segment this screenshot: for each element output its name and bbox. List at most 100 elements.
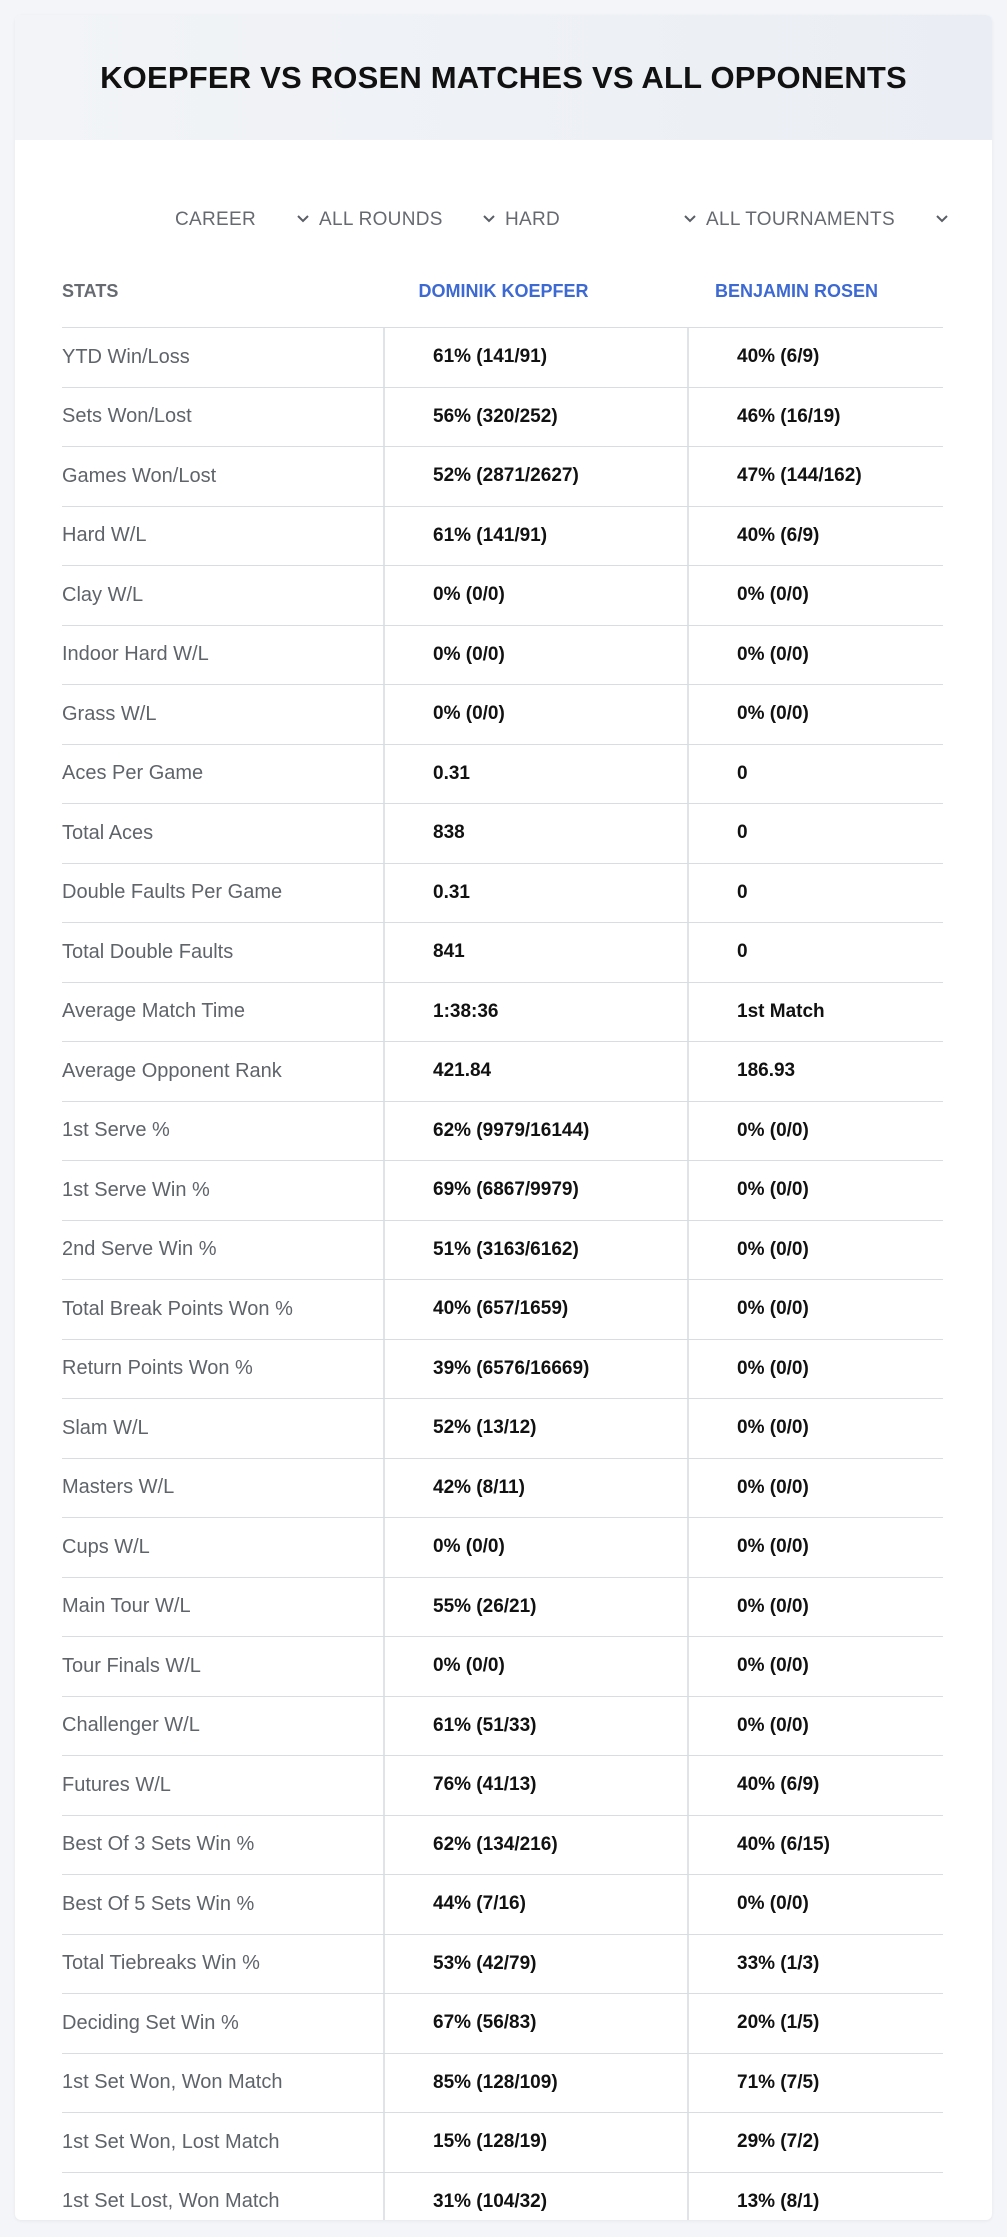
player2-stat-value: 0% (0/0) [687, 1696, 943, 1755]
card-header: KOEPFER VS ROSEN MATCHES VS ALL OPPONENT… [15, 15, 992, 140]
player2-stat-value: 40% (6/9) [687, 1756, 943, 1815]
player2-stat-value: 71% (7/5) [687, 2053, 943, 2112]
player1-stat-value: 56% (320/252) [383, 387, 687, 446]
stat-label: Masters W/L [62, 1476, 175, 1499]
player2-stat-value: 0% (0/0) [687, 1220, 943, 1279]
stat-label: 1st Set Won, Won Match [62, 2071, 283, 2094]
player2-stat-value: 0% (0/0) [687, 1101, 943, 1160]
table-row: Average Opponent Rank 421.84 186.93 [62, 1042, 943, 1102]
player2-stat-value: 0 [687, 804, 943, 863]
player1-stat-value: 85% (128/109) [383, 2053, 687, 2112]
stat-label: Futures W/L [62, 1773, 171, 1796]
stat-label: Total Aces [62, 821, 154, 844]
tournaments-filter-dropdown[interactable]: ALL TOURNAMENTS [706, 190, 956, 250]
player2-stat-value: 186.93 [687, 1042, 943, 1101]
player1-stat-value: 76% (41/13) [383, 1756, 687, 1815]
table-row: Slam W/L 52% (13/12) 0% (0/0) [62, 1399, 943, 1459]
player1-stat-value: 69% (6867/9979) [383, 1161, 687, 1220]
player2-stat-value: 0% (0/0) [687, 1339, 943, 1398]
table-row: Clay W/L 0% (0/0) 0% (0/0) [62, 566, 943, 626]
stat-label: Best Of 5 Sets Win % [62, 1892, 255, 1915]
table-row: 2nd Serve Win % 51% (3163/6162) 0% (0/0) [62, 1220, 943, 1280]
player2-stat-value: 33% (1/3) [687, 1934, 943, 1993]
player1-stat-value: 0.31 [383, 863, 687, 922]
stats-column-header: STATS [62, 280, 119, 301]
table-row: Masters W/L 42% (8/11) 0% (0/0) [62, 1458, 943, 1518]
player2-stat-value: 0% (0/0) [687, 1577, 943, 1636]
player1-stat-value: 0% (0/0) [383, 685, 687, 744]
player2-stat-value: 0% (0/0) [687, 1875, 943, 1934]
player1-stat-value: 0% (0/0) [383, 1518, 687, 1577]
player2-stat-value: 1st Match [687, 982, 943, 1041]
stat-label: Challenger W/L [62, 1714, 200, 1737]
stat-label: 1st Serve Win % [62, 1178, 210, 1201]
table-row: Total Double Faults 841 0 [62, 923, 943, 983]
player1-stat-value: 0.31 [383, 744, 687, 803]
player2-stat-value: 0% (0/0) [687, 1399, 943, 1458]
table-row: 1st Set Won, Lost Match 15% (128/19) 29% (… [62, 2113, 943, 2173]
player2-column-header[interactable]: BENJAMIN ROSEN [714, 280, 879, 301]
player1-stat-value: 62% (134/216) [383, 1815, 687, 1874]
stat-label: 2nd Serve Win % [62, 1238, 217, 1261]
table-row: Grass W/L 0% (0/0) 0% (0/0) [62, 685, 943, 745]
stat-label: Cups W/L [62, 1535, 150, 1558]
player1-stat-value: 61% (141/91) [383, 506, 687, 565]
player1-stat-value: 0% (0/0) [383, 1637, 687, 1696]
player2-stat-value: 0 [687, 923, 943, 982]
player1-stat-value: 42% (8/11) [383, 1458, 687, 1517]
chevron-down-icon [684, 215, 696, 223]
rounds-filter-dropdown[interactable]: ALL ROUNDS [319, 190, 499, 250]
player2-stat-value: 0 [687, 744, 943, 803]
stat-label: Main Tour W/L [62, 1595, 191, 1618]
surface-filter-label: HARD [505, 209, 561, 230]
table-row: 1st Set Won, Won Match 85% (128/109) 71% (… [62, 2053, 943, 2113]
chevron-down-icon [936, 215, 948, 223]
player2-stat-value: 40% (6/15) [687, 1815, 943, 1874]
table-row: Double Faults Per Game 0.31 0 [62, 863, 943, 923]
player1-stat-value: 838 [383, 804, 687, 863]
stat-label: Best Of 3 Sets Win % [62, 1833, 255, 1856]
stat-label: Return Points Won % [62, 1357, 253, 1380]
player2-stat-value: 47% (144/162) [687, 447, 943, 506]
table-row: Best Of 3 Sets Win % 62% (134/216) 40% (6/… [62, 1815, 943, 1875]
surface-filter-dropdown[interactable]: HARD [505, 190, 705, 250]
player1-stat-value: 31% (104/32) [383, 2172, 687, 2220]
career-filter-dropdown[interactable]: CAREER [175, 190, 315, 250]
table-row: Deciding Set Win % 67% (56/83) 20% (1/5) [62, 1994, 943, 2054]
stat-label: 1st Set Lost, Won Match [62, 2190, 280, 2213]
player1-stat-value: 62% (9979/16144) [383, 1101, 687, 1160]
table-row: Main Tour W/L 55% (26/21) 0% (0/0) [62, 1577, 943, 1637]
page-title: KOEPFER VS ROSEN MATCHES VS ALL OPPONENT… [100, 59, 907, 95]
player1-stat-value: 52% (13/12) [383, 1399, 687, 1458]
player2-stat-value: 0 [687, 863, 943, 922]
stat-label: Slam W/L [62, 1416, 149, 1439]
stat-label: YTD Win/Loss [62, 345, 190, 368]
player2-stat-value: 46% (16/19) [687, 387, 943, 446]
table-row: YTD Win/Loss 61% (141/91) 40% (6/9) [62, 328, 943, 388]
stat-label: Hard W/L [62, 524, 147, 547]
player2-stat-value: 0% (0/0) [687, 1458, 943, 1517]
table-row: Hard W/L 61% (141/91) 40% (6/9) [62, 506, 943, 566]
career-filter-label: CAREER [175, 209, 256, 230]
table-row: Total Aces 838 0 [62, 804, 943, 864]
chevron-down-icon [483, 215, 495, 223]
stat-label: Aces Per Game [62, 762, 204, 785]
player1-column-header[interactable]: DOMINIK KOEPFER [418, 280, 589, 301]
stat-label: Average Opponent Rank [62, 1059, 282, 1082]
player1-stat-value: 0% (0/0) [383, 566, 687, 625]
player1-stat-value: 67% (56/83) [383, 1994, 687, 2053]
stat-label: Total Break Points Won % [62, 1297, 293, 1320]
player1-stat-value: 421.84 [383, 1042, 687, 1101]
table-body: YTD Win/Loss 61% (141/91) 40% (6/9) Sets Wo… [62, 328, 943, 2220]
stat-label: 1st Set Won, Lost Match [62, 2130, 280, 2153]
stat-label: Indoor Hard W/L [62, 643, 209, 666]
player1-stat-value: 841 [383, 923, 687, 982]
table-row: Indoor Hard W/L 0% (0/0) 0% (0/0) [62, 625, 943, 685]
player2-stat-value: 13% (8/1) [687, 2172, 943, 2220]
table-row: Tour Finals W/L 0% (0/0) 0% (0/0) [62, 1637, 943, 1697]
table-row: Challenger W/L 61% (51/33) 0% (0/0) [62, 1696, 943, 1756]
player1-stat-value: 52% (2871/2627) [383, 447, 687, 506]
tournaments-filter-label: ALL TOURNAMENTS [706, 209, 895, 230]
table-row: Games Won/Lost 52% (2871/2627) 47% (144/16… [62, 447, 943, 507]
player2-stat-value: 20% (1/5) [687, 1994, 943, 2053]
